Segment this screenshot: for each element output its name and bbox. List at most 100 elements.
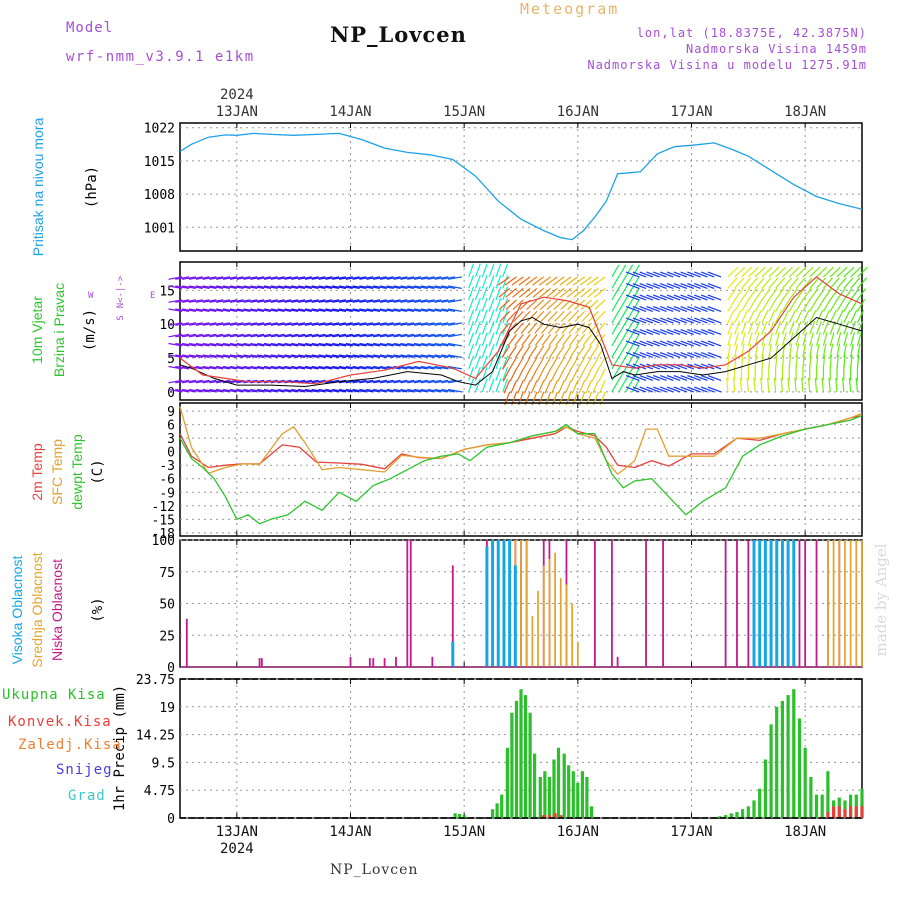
wind-arrow bbox=[509, 368, 517, 382]
wind-arrow bbox=[673, 375, 688, 381]
wind-arrow bbox=[400, 354, 415, 358]
wind-arrow bbox=[673, 340, 688, 347]
temperature-frame bbox=[179, 402, 863, 537]
precip-bar-precip_conv bbox=[849, 806, 853, 818]
wind-arrow bbox=[325, 388, 340, 393]
wind-arrow bbox=[526, 299, 538, 310]
wind-arrow bbox=[646, 363, 660, 370]
wind-ytick-label: 10 bbox=[159, 318, 175, 333]
wind-arrow bbox=[168, 379, 183, 384]
wind-arrow bbox=[625, 379, 634, 393]
wind-arrow bbox=[168, 308, 183, 312]
wind-arrow bbox=[500, 322, 511, 334]
wind-arrow bbox=[372, 388, 387, 393]
wind-arrow bbox=[739, 377, 743, 392]
wind-arrow bbox=[407, 333, 422, 338]
wind-arrow bbox=[727, 354, 730, 369]
wind-arrow bbox=[372, 285, 387, 289]
wind-arrow bbox=[311, 354, 326, 358]
wind-arrow bbox=[195, 388, 210, 393]
wind-arrow bbox=[754, 288, 764, 301]
pressure-frame bbox=[179, 122, 863, 252]
wind-arrow bbox=[256, 354, 272, 358]
wind-arrow bbox=[474, 355, 481, 370]
wind-arrow bbox=[304, 342, 319, 347]
wind-arrow bbox=[250, 308, 265, 312]
wind-arrow bbox=[270, 322, 285, 326]
wind-arrow bbox=[407, 388, 422, 393]
precip-legend-label: Snijeg bbox=[56, 762, 113, 778]
temp-dewpt-temp-line bbox=[179, 414, 863, 525]
wind-arrow bbox=[666, 386, 681, 393]
wind-arrow bbox=[680, 294, 694, 301]
wind-arrow bbox=[802, 288, 812, 301]
wind-arrow bbox=[632, 340, 647, 347]
wind-arrow bbox=[481, 332, 488, 347]
wind-arrow bbox=[558, 380, 565, 394]
wind-arrow bbox=[352, 365, 367, 370]
wind-arrow bbox=[653, 317, 667, 324]
wind-arrow bbox=[843, 266, 855, 278]
wind-arrow bbox=[740, 298, 750, 312]
wind-arrow bbox=[495, 320, 502, 335]
wind-arrow bbox=[549, 357, 558, 370]
wind-arrow bbox=[582, 334, 592, 346]
wind-arrow bbox=[407, 299, 422, 303]
wind-gust-line bbox=[179, 276, 863, 385]
cloud-unit-label: (%) bbox=[90, 597, 106, 622]
wind-arrow bbox=[843, 310, 851, 324]
wind-arrow bbox=[468, 274, 475, 289]
wind-arrow bbox=[338, 365, 353, 370]
wind-arrow bbox=[297, 342, 312, 347]
top-date-label: 16JAN bbox=[557, 104, 599, 120]
wind-arrow bbox=[250, 322, 265, 326]
wind-arrow bbox=[761, 343, 766, 358]
wind-arrow bbox=[856, 310, 865, 324]
wind-arrow bbox=[611, 379, 620, 393]
wind-arrow bbox=[775, 310, 783, 324]
wind-arrow bbox=[544, 380, 552, 394]
wind-arrow bbox=[550, 368, 558, 382]
wind-arrow bbox=[222, 299, 237, 303]
wind-arrow bbox=[727, 332, 733, 347]
wind-arrow bbox=[646, 386, 660, 393]
wind-arrow bbox=[236, 365, 251, 370]
wind-arrow bbox=[809, 332, 814, 347]
wind-arrow bbox=[481, 343, 488, 358]
wind-arrow bbox=[393, 308, 408, 312]
wind-arrow bbox=[243, 322, 258, 326]
wind-arrow bbox=[338, 333, 353, 338]
wind-arrow bbox=[229, 354, 244, 358]
wind-arrow bbox=[474, 309, 481, 324]
wind-arrow bbox=[222, 276, 237, 280]
wind-arrow bbox=[352, 299, 367, 303]
wind-arrow bbox=[188, 322, 203, 326]
wind-arrow bbox=[747, 277, 758, 289]
wind-arrow bbox=[727, 310, 735, 324]
wind-arrow bbox=[495, 366, 502, 381]
wind-arrow bbox=[727, 277, 738, 289]
wind-arrow bbox=[495, 355, 502, 370]
wind-arrow bbox=[781, 277, 793, 289]
wind-arrow bbox=[809, 288, 819, 301]
precip-bar-precip_conv bbox=[837, 806, 841, 818]
wind-arrow bbox=[181, 285, 197, 289]
wind-arrow bbox=[270, 299, 285, 303]
wind-arrow bbox=[848, 377, 852, 392]
wind-arrow bbox=[270, 285, 285, 289]
bottom-year-label: 2024 bbox=[220, 841, 254, 857]
wind-arrow bbox=[393, 299, 408, 303]
wind-arrow bbox=[338, 308, 353, 312]
wind-arrow bbox=[530, 380, 538, 394]
wind-arrow bbox=[488, 297, 495, 312]
precip-bar-precip_total bbox=[505, 747, 509, 818]
wind-arrow bbox=[263, 285, 278, 289]
wind-arrow bbox=[788, 310, 796, 324]
wind-arrow bbox=[727, 298, 736, 312]
wind-arrow bbox=[754, 298, 763, 312]
wind-arrow bbox=[325, 365, 340, 370]
wind-arrow bbox=[263, 333, 278, 338]
wind-arrow bbox=[828, 377, 831, 392]
wind-arrow bbox=[229, 308, 244, 312]
wind-arrow bbox=[707, 317, 722, 324]
